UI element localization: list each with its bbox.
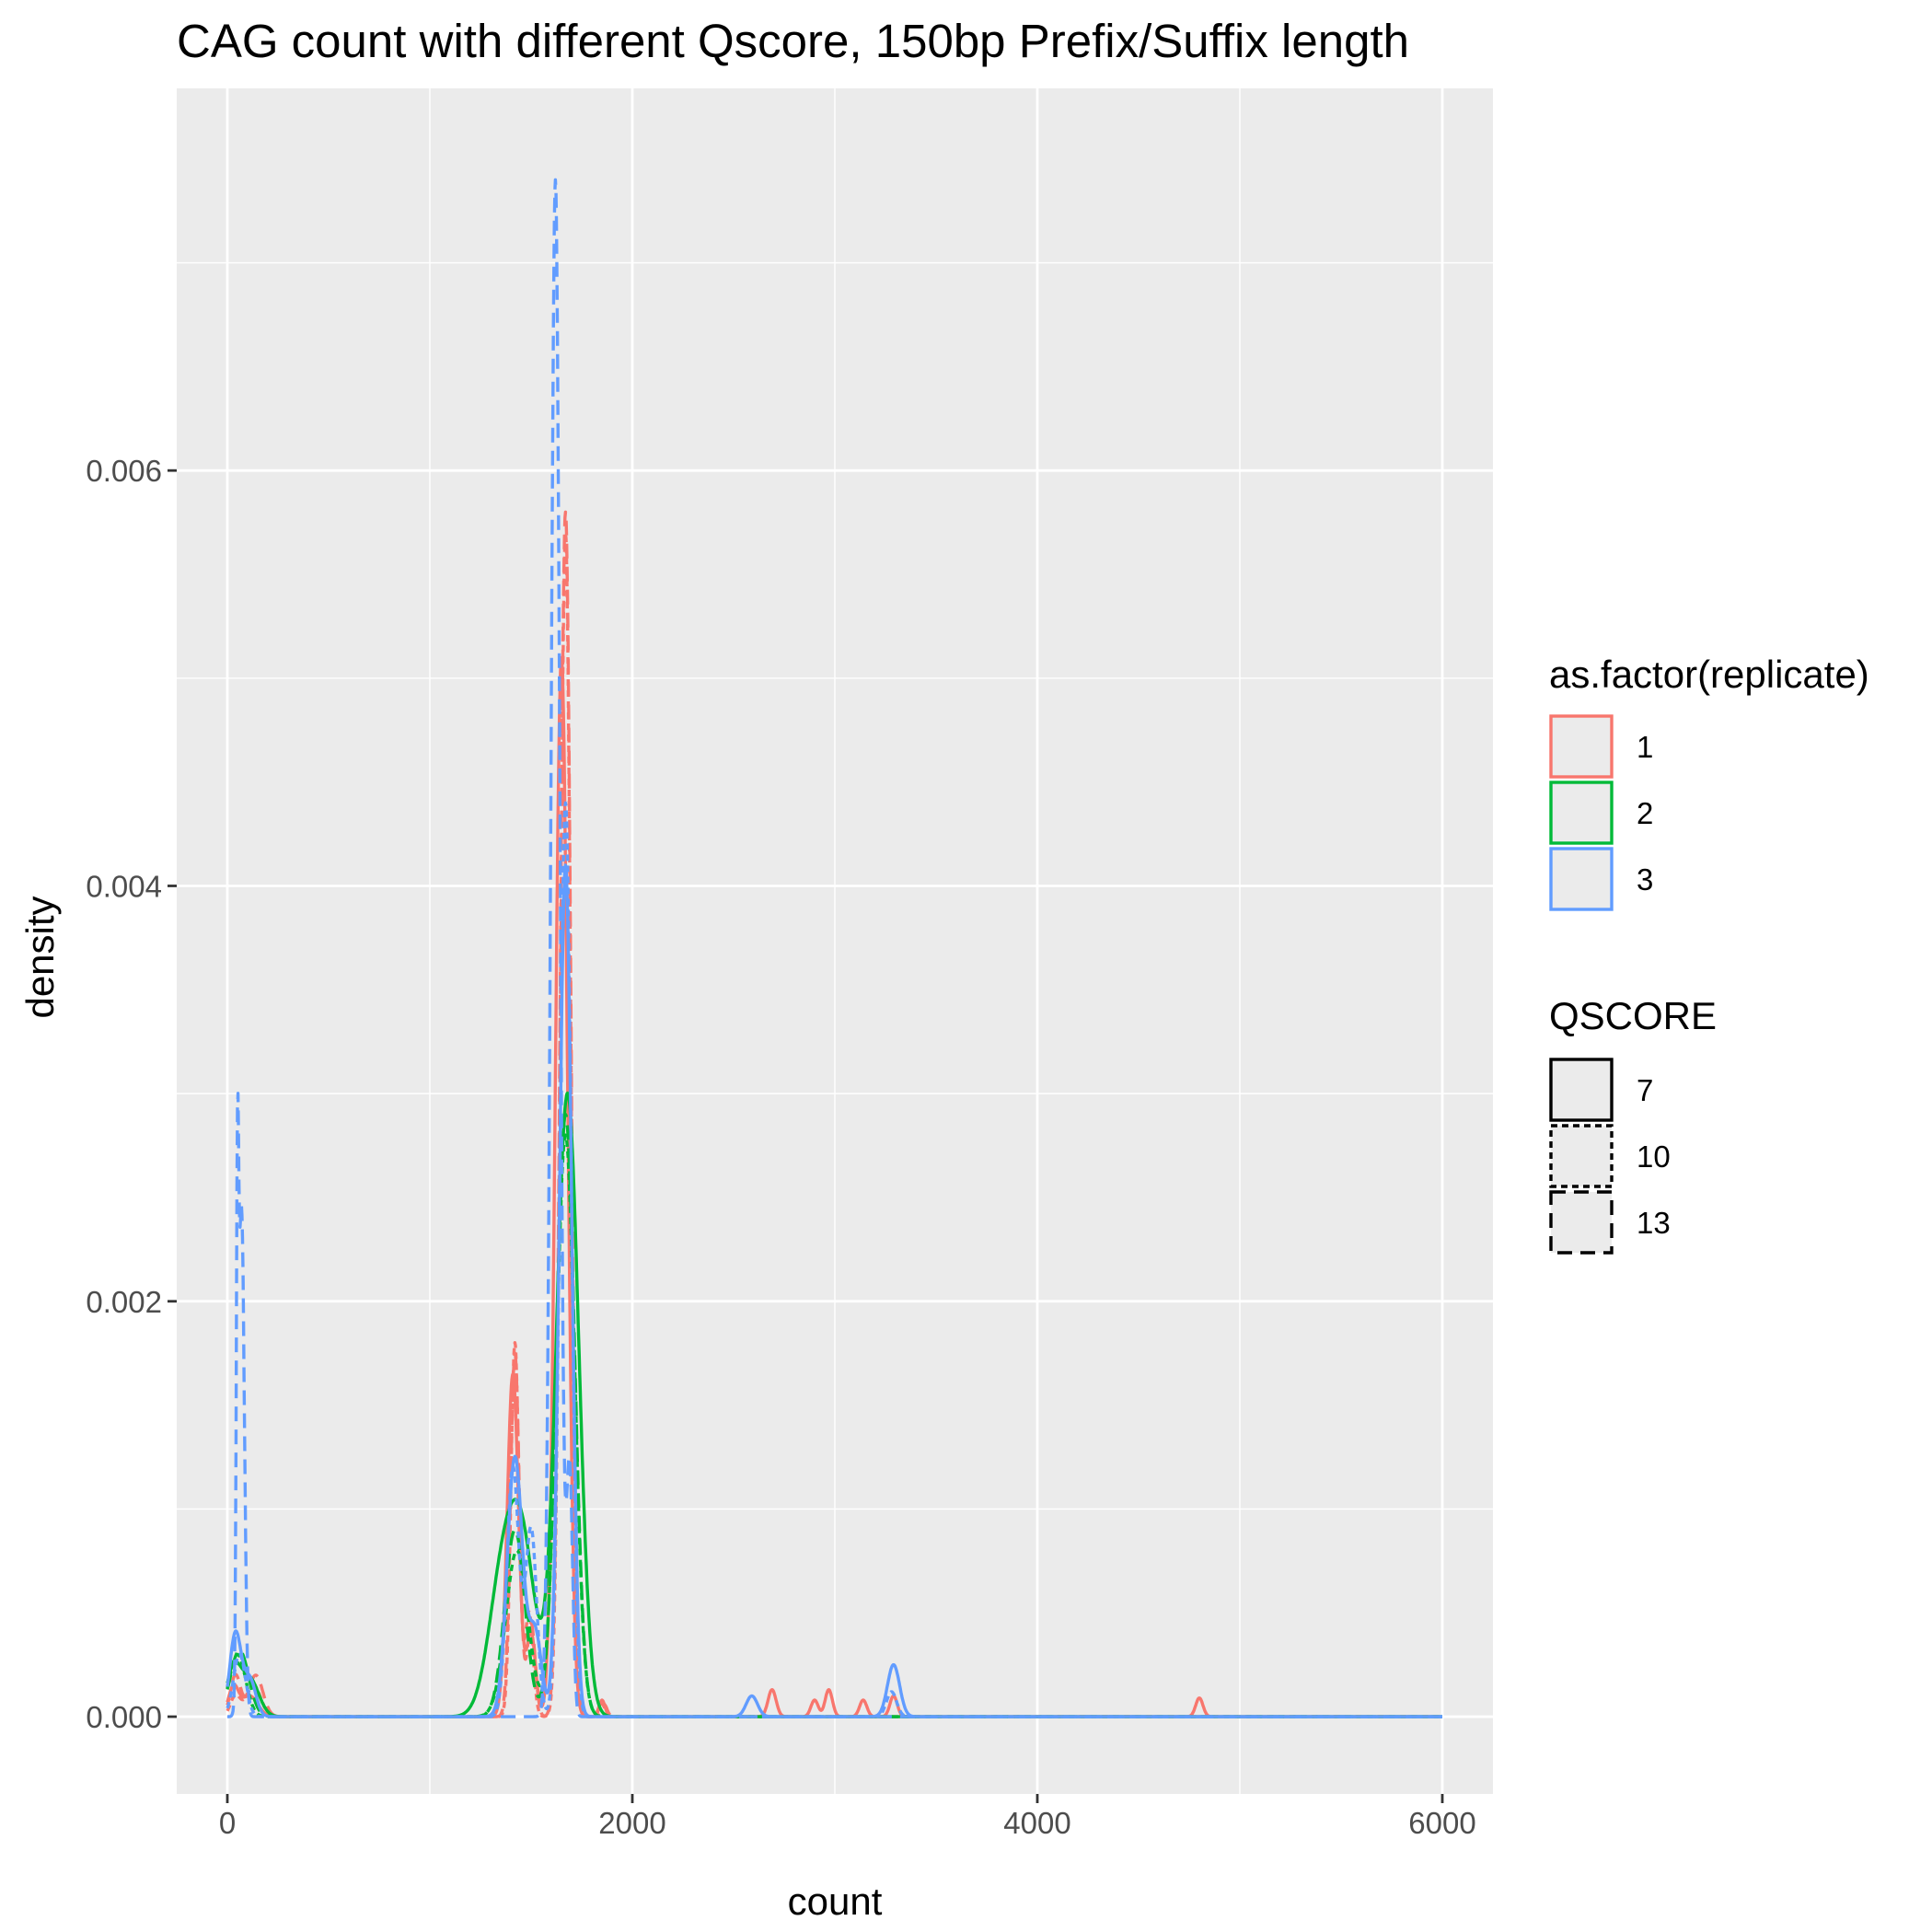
density-curve-replicate-3-qscore-10 xyxy=(226,801,1444,1718)
legend-key-2 xyxy=(1549,781,1614,845)
legend-title: QSCORE xyxy=(1549,994,1717,1037)
x-tick-label: 2000 xyxy=(598,1806,665,1840)
legend-key-7 xyxy=(1549,1058,1614,1122)
legend-key-3 xyxy=(1549,847,1614,911)
grid-lines xyxy=(177,88,1493,1794)
legend-label-3: 3 xyxy=(1637,862,1653,897)
axes: 0 2000 4000 6000 0.000 0.002 0.004 0.006 xyxy=(86,454,1475,1840)
y-tick-label: 0.006 xyxy=(86,454,162,488)
legend-label-2: 2 xyxy=(1637,796,1653,830)
legend-title: as.factor(replicate) xyxy=(1549,653,1869,696)
x-axis-title: count xyxy=(788,1880,883,1923)
legend-label-13: 13 xyxy=(1637,1206,1671,1240)
density-curve-replicate-3-qscore-13 xyxy=(226,178,1444,1718)
x-tick-label: 0 xyxy=(219,1806,236,1840)
legend-label-7: 7 xyxy=(1637,1073,1653,1107)
density-curves xyxy=(226,178,1444,1718)
legend-key-10 xyxy=(1549,1124,1614,1188)
x-tick-label: 6000 xyxy=(1408,1806,1475,1840)
legend-label-10: 10 xyxy=(1637,1140,1671,1174)
y-tick-label: 0.004 xyxy=(86,869,162,903)
y-tick-label: 0.002 xyxy=(86,1285,162,1319)
legend-key-13 xyxy=(1549,1190,1614,1255)
legend: as.factor(replicate) 1 2 3 QSCORE 7 10 13 xyxy=(1549,653,1869,1255)
y-tick-label: 0.000 xyxy=(86,1700,162,1734)
legend-label-1: 1 xyxy=(1637,730,1653,764)
legend-key-1 xyxy=(1549,714,1614,779)
chart-title: CAG count with different Qscore, 150bp P… xyxy=(177,15,1409,67)
y-axis-title: density xyxy=(18,896,62,1018)
x-tick-label: 4000 xyxy=(1003,1806,1070,1840)
